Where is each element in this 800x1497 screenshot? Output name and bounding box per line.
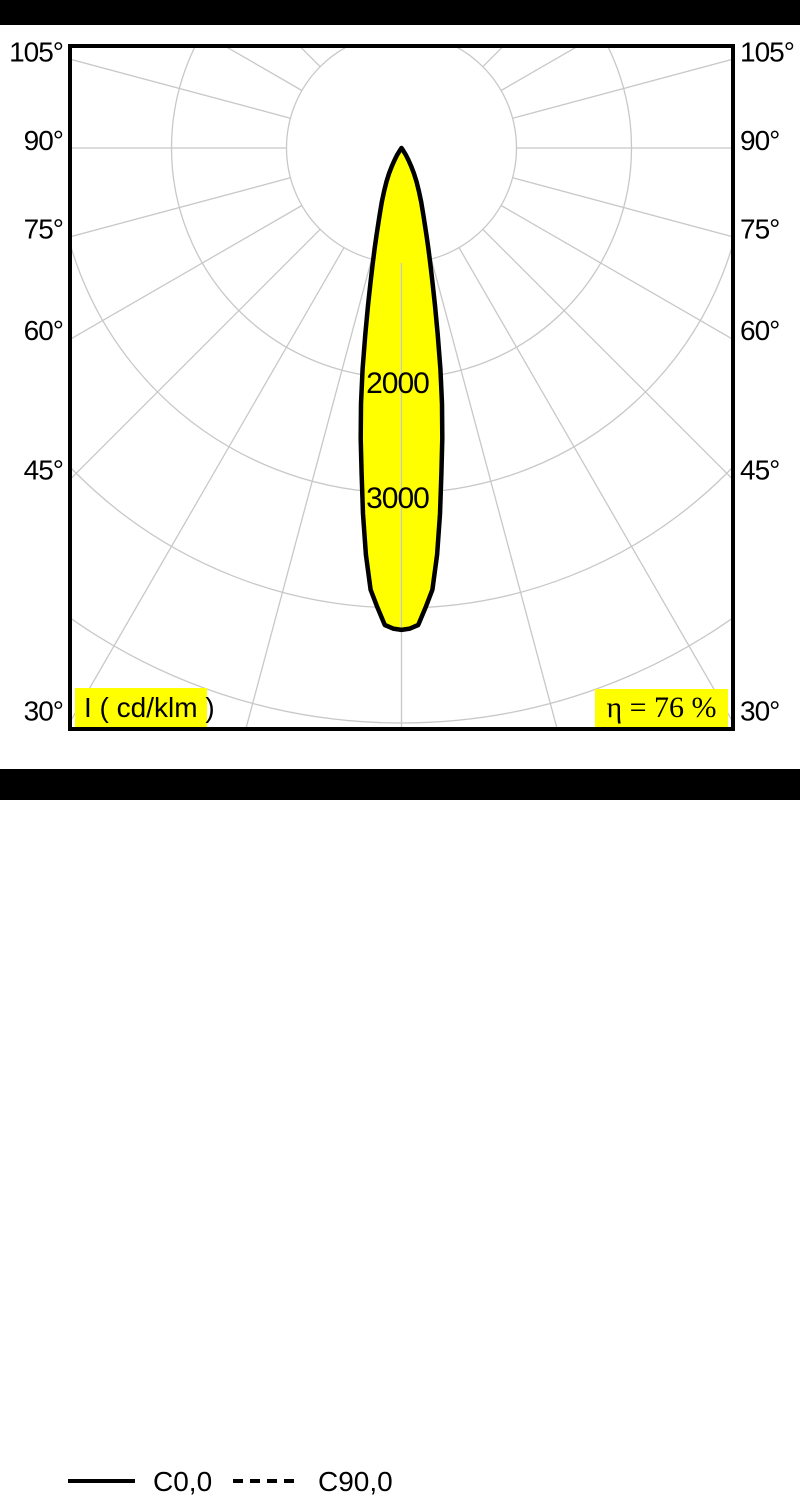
grid-ray--75 bbox=[72, 177, 291, 237]
grid-ray-60 bbox=[500, 204, 731, 339]
angle-label-left-105: 105° bbox=[9, 37, 63, 68]
angle-label-right-60: 60° bbox=[740, 315, 779, 346]
grid-ray--105 bbox=[72, 59, 291, 119]
unit-badge: I ( cd/klm ) bbox=[75, 688, 215, 727]
grid-ray--15 bbox=[245, 258, 373, 727]
angle-label-left-75: 75° bbox=[24, 213, 63, 244]
angle-label-right-105: 105° bbox=[740, 37, 794, 68]
radial-value-label-2000: 2000 bbox=[366, 367, 429, 400]
polar-diagram: 2000 3000 105° 105° 90° 90° 75° 75° 60° 60° 45° 45°… bbox=[9, 37, 795, 731]
unit-badge-label: I ( cd/klm ) bbox=[84, 691, 215, 723]
angle-label-right-90: 90° bbox=[740, 125, 779, 156]
bottom-bar bbox=[0, 769, 800, 800]
legend: C0,0 C90,0 bbox=[0, 730, 800, 1496]
legend-label-c0: C0,0 bbox=[153, 1466, 213, 1497]
legend-dashed-line-swatch bbox=[233, 1479, 294, 1483]
efficiency-badge-label: η = 76 % bbox=[606, 691, 717, 724]
angle-label-right-30: 30° bbox=[740, 696, 779, 727]
plot-frame bbox=[68, 44, 735, 731]
efficiency-badge: η = 76 % bbox=[595, 689, 728, 727]
grid-ray-75 bbox=[512, 177, 731, 237]
legend-solid-line-swatch bbox=[68, 1479, 135, 1483]
polar-diagram-canvas: 2000 3000 105° 105° 90° 90° 75° 75° 60° 60° 45° 45°… bbox=[9, 37, 795, 731]
grid-ray-15 bbox=[430, 258, 558, 727]
angle-label-right-75: 75° bbox=[740, 213, 779, 244]
legend-label-c90: C90,0 bbox=[318, 1466, 393, 1497]
grid-ray--45 bbox=[72, 228, 321, 479]
angle-label-left-60: 60° bbox=[24, 315, 63, 346]
beam-curve-c0 bbox=[358, 145, 445, 633]
radial-value-label-3000: 3000 bbox=[366, 482, 429, 515]
angle-label-right-45: 45° bbox=[740, 455, 779, 486]
grid-ray--30 bbox=[72, 247, 345, 720]
polar-grid-rays bbox=[72, 48, 731, 727]
grid-ray--60 bbox=[72, 204, 303, 339]
angle-label-left-30: 30° bbox=[24, 696, 63, 727]
grid-ray-30 bbox=[458, 247, 731, 720]
grid-ray-45 bbox=[482, 228, 731, 479]
grid-ray-105 bbox=[512, 59, 731, 119]
angle-label-left-45: 45° bbox=[24, 455, 63, 486]
top-bar bbox=[0, 0, 800, 25]
angle-label-left-90: 90° bbox=[24, 125, 63, 156]
